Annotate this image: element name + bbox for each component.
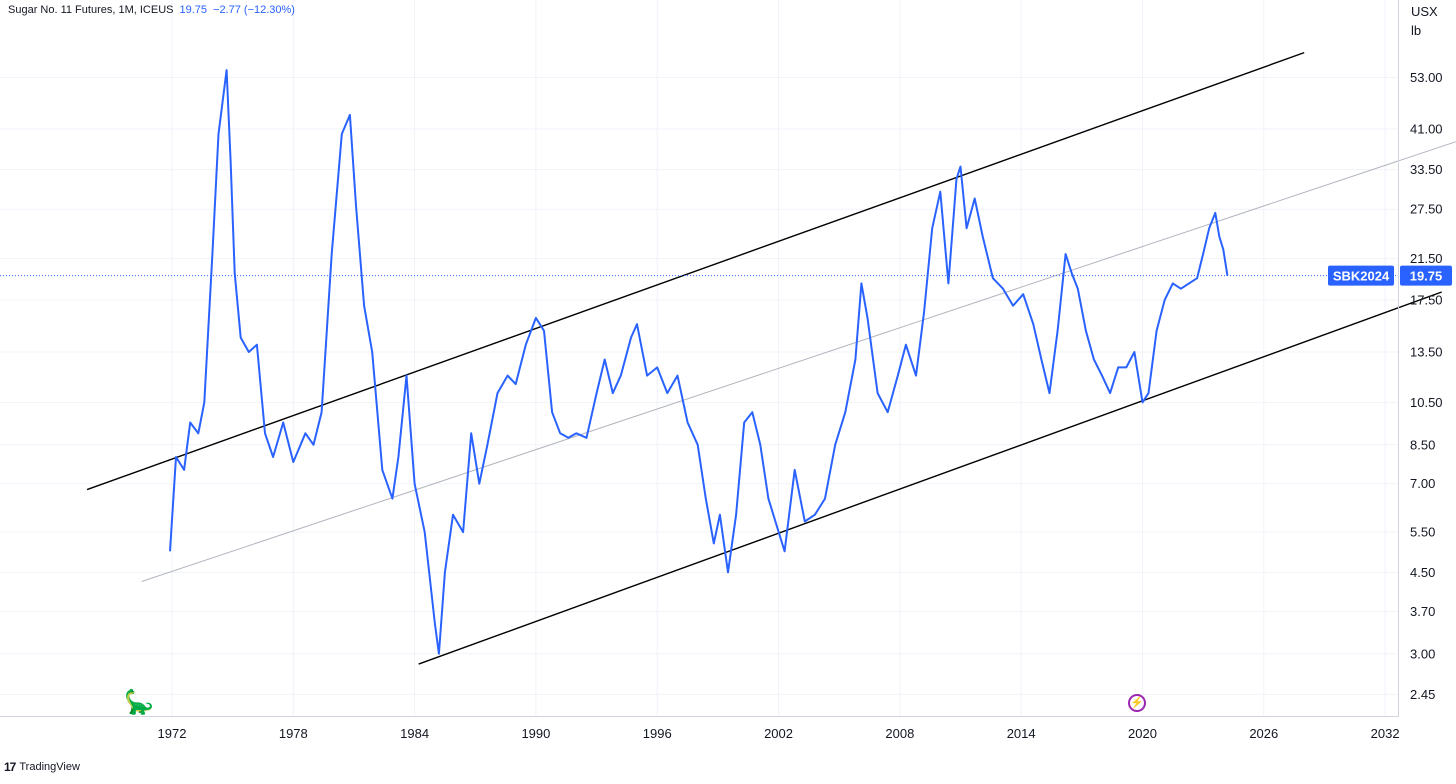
y-tick-label: 53.00 bbox=[1410, 70, 1443, 85]
y-tick-label: 21.50 bbox=[1410, 251, 1443, 266]
y-tick-label: 41.00 bbox=[1410, 122, 1443, 137]
y-tick-label: 3.00 bbox=[1410, 646, 1435, 661]
tradingview-attribution[interactable]: 17 TradingView bbox=[4, 758, 80, 776]
unit-measure: lb bbox=[1411, 23, 1422, 38]
symbol-tag-text: SBK2024 bbox=[1333, 269, 1390, 284]
y-tick-label: 8.50 bbox=[1410, 437, 1435, 452]
price-tag-bg bbox=[1400, 265, 1452, 286]
x-tick-label: 2026 bbox=[1249, 726, 1278, 741]
x-tick-label: 2032 bbox=[1371, 726, 1400, 741]
y-tick-label: 5.50 bbox=[1410, 525, 1435, 540]
y-tick-label: 10.50 bbox=[1410, 395, 1443, 410]
current-price-tag: SBK2024 19.75 bbox=[1328, 265, 1452, 286]
lightning-event-icon[interactable]: ⚡ bbox=[1128, 694, 1146, 712]
y-tick-label: 33.50 bbox=[1410, 162, 1443, 177]
dinosaur-icon[interactable]: 🦕 bbox=[124, 689, 154, 716]
price-tag-text: 19.75 bbox=[1410, 269, 1443, 284]
x-tick-label: 1972 bbox=[158, 726, 187, 741]
x-tick-label: 1996 bbox=[643, 726, 672, 741]
y-tick-label: 17.50 bbox=[1410, 292, 1443, 307]
x-tick-label: 2008 bbox=[885, 726, 914, 741]
symbol-tag-bg bbox=[1328, 265, 1394, 286]
drawing-layer bbox=[86, 51, 1456, 665]
tradingview-brand: TradingView bbox=[19, 761, 80, 773]
tradingview-logo-icon: 17 bbox=[4, 760, 16, 774]
y-tick-label: 4.50 bbox=[1410, 565, 1435, 580]
series-line bbox=[169, 69, 1229, 655]
channel-lower-line[interactable] bbox=[418, 291, 1442, 665]
channel-upper-line[interactable] bbox=[86, 51, 1305, 491]
price-change-value: −2.77 (−12.30%) bbox=[213, 4, 295, 16]
last-price-value: 19.75 bbox=[179, 4, 208, 16]
time-axis[interactable]: 1972 1978 1984 1990 1996 2002 2008 2014 2020 2026… bbox=[158, 726, 1456, 741]
grid-lines bbox=[0, 0, 1398, 716]
x-tick-label: 2020 bbox=[1128, 726, 1157, 741]
price-series bbox=[0, 69, 1398, 655]
x-tick-label: 2014 bbox=[1007, 726, 1036, 741]
x-tick-label: 1978 bbox=[279, 726, 308, 741]
x-tick-label: 2002 bbox=[764, 726, 793, 741]
symbol-title: Sugar No. 11 Futures, 1M, ICEUS bbox=[8, 4, 174, 16]
y-tick-label: 3.70 bbox=[1410, 604, 1435, 619]
y-tick-label: 7.00 bbox=[1410, 476, 1435, 491]
x-tick-label: 1984 bbox=[400, 726, 429, 741]
x-tick-label: 1990 bbox=[521, 726, 550, 741]
y-tick-label: 2.45 bbox=[1410, 687, 1435, 702]
price-unit-label[interactable]: USX lb bbox=[1401, 2, 1453, 40]
unit-currency: USX bbox=[1411, 4, 1438, 19]
y-tick-label: 13.50 bbox=[1410, 344, 1443, 359]
channel-midline[interactable] bbox=[141, 141, 1456, 583]
price-axis[interactable]: 53.00 41.00 33.50 27.50 21.50 17.50 13.50 10.50… bbox=[1410, 70, 1443, 702]
y-tick-label: 27.50 bbox=[1410, 202, 1443, 217]
symbol-legend[interactable]: Sugar No. 11 Futures, 1M, ICEUS 19.75 −2.7… bbox=[8, 4, 295, 16]
